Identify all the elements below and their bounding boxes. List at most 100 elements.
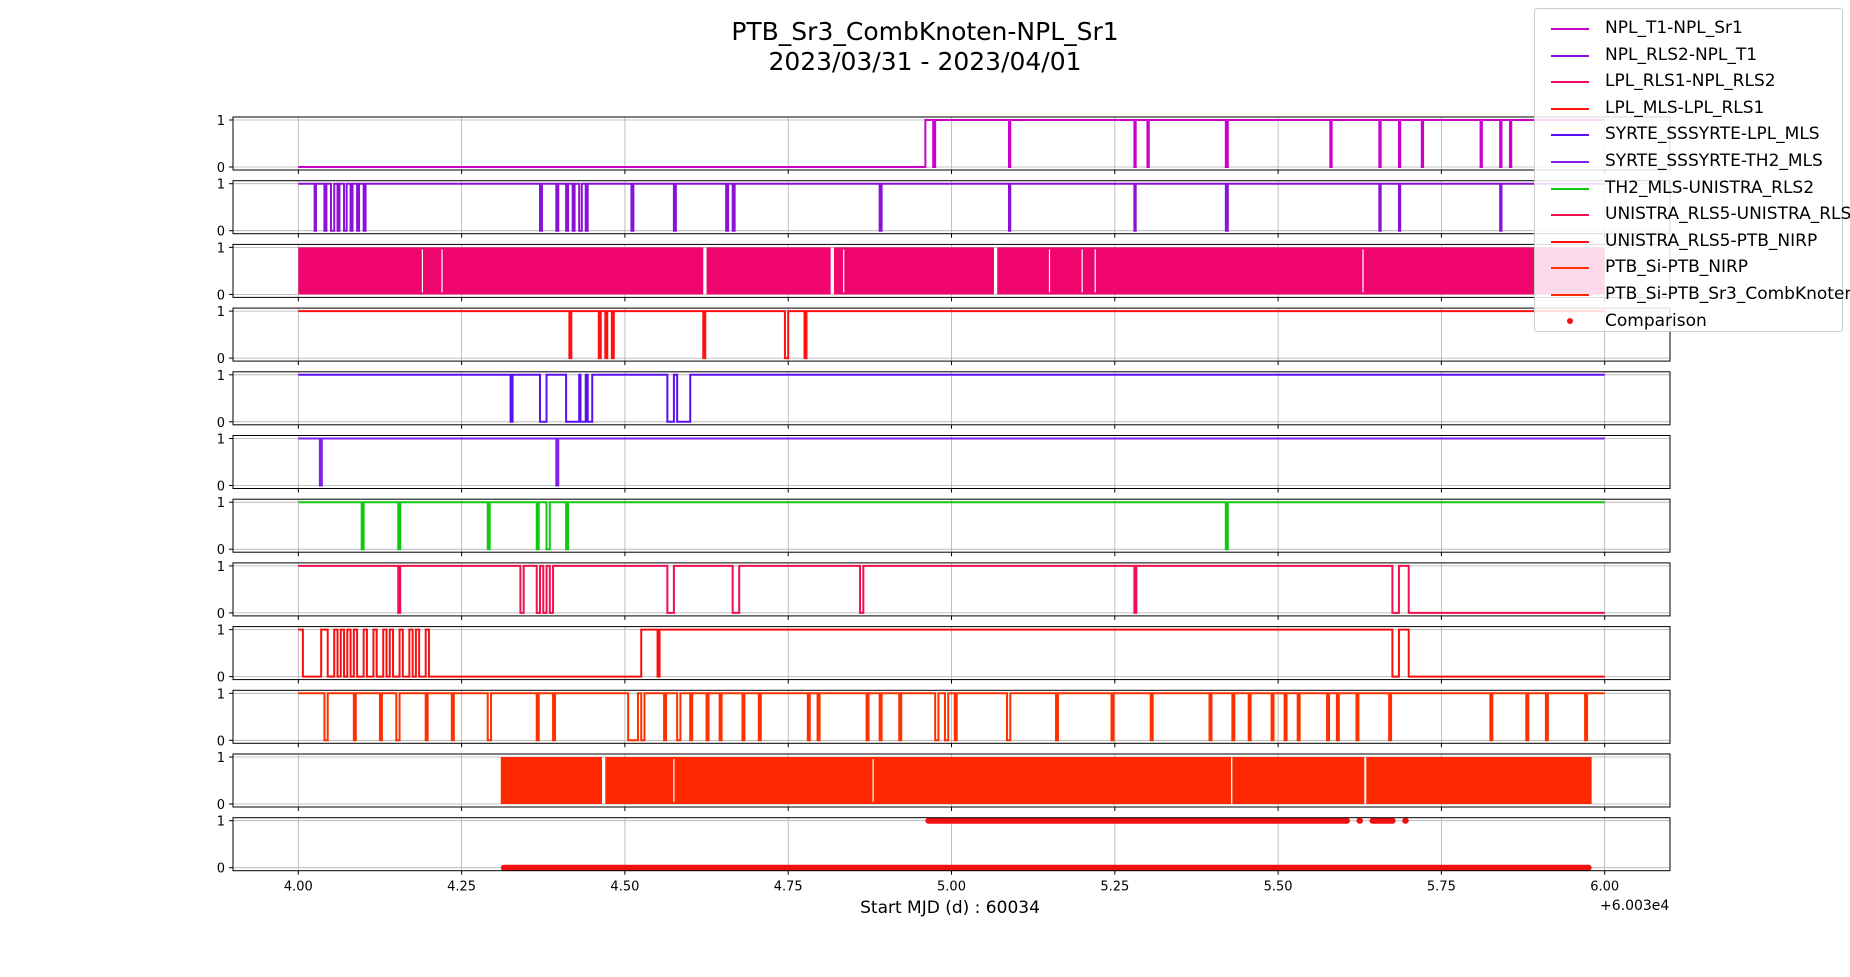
legend-swatch xyxy=(1551,267,1589,270)
y-tick-label: 0 xyxy=(217,161,225,176)
x-tick-label: 6.00 xyxy=(1590,880,1619,895)
series-line xyxy=(298,373,1605,423)
legend-label: SYRTE_SSSYRTE-TH2_MLS xyxy=(1605,151,1823,171)
legend-label: TH2_MLS-UNISTRA_RLS2 xyxy=(1605,177,1815,198)
legend-item: Comparison xyxy=(1535,310,1842,334)
legend-item: SYRTE_SSSYRTE-LPL_MLS xyxy=(1535,123,1842,147)
series-band xyxy=(298,247,704,295)
series-line xyxy=(298,182,1605,232)
legend-item: SYRTE_SSSYRTE-TH2_MLS xyxy=(1535,150,1842,174)
y-tick-label: 1 xyxy=(217,178,225,193)
subplot-8: 01 xyxy=(217,624,1671,686)
legend-swatch xyxy=(1551,240,1589,243)
legend-label: UNISTRA_RLS5-UNISTRA_RLS2 xyxy=(1605,204,1850,225)
legend-label: Comparison xyxy=(1605,310,1707,331)
legend-label: NPL_RLS2-NPL_T1 xyxy=(1605,44,1758,65)
legend-item: LPL_MLS-LPL_RLS1 xyxy=(1535,97,1842,121)
series-line xyxy=(298,310,1605,360)
chart-title-line1: PTB_Sr3_CombKnoten-NPL_Sr1 xyxy=(731,17,1119,46)
chart-title-line2: 2023/03/31 - 2023/04/01 xyxy=(768,47,1082,76)
series-line xyxy=(298,564,1605,614)
legend-item: LPL_RLS1-NPL_RLS2 xyxy=(1535,70,1842,94)
y-tick-label: 1 xyxy=(217,433,225,448)
y-tick-label: 0 xyxy=(217,288,225,303)
legend-swatch xyxy=(1551,294,1589,296)
legend-swatch xyxy=(1551,54,1589,57)
comparison-dots-1 xyxy=(1402,817,1409,824)
y-tick-label: 1 xyxy=(217,369,225,384)
x-tick-label: 4.00 xyxy=(284,880,313,895)
x-tick-label: 4.50 xyxy=(610,880,639,895)
y-tick-label: 0 xyxy=(217,480,225,495)
subplot-0: 01 xyxy=(217,114,1671,176)
subplot-9: 01 xyxy=(217,687,1671,749)
y-tick-label: 1 xyxy=(217,687,225,702)
subplot-5: 01 xyxy=(217,433,1671,495)
y-tick-label: 0 xyxy=(217,225,225,240)
y-tick-label: 1 xyxy=(217,241,225,256)
y-tick-label: 0 xyxy=(217,734,225,749)
comparison-dots-0 xyxy=(500,864,1592,871)
x-tick-label: 5.00 xyxy=(937,880,966,895)
subplot-1: 01 xyxy=(217,178,1671,240)
y-tick-label: 1 xyxy=(217,496,225,511)
comparison-dots-1 xyxy=(925,817,1350,824)
series-band xyxy=(1366,757,1592,804)
y-tick-label: 0 xyxy=(217,416,225,431)
x-tick-label: 5.50 xyxy=(1264,880,1293,895)
legend-swatch xyxy=(1551,28,1589,30)
legend-swatch xyxy=(1551,214,1589,217)
series-band xyxy=(1232,757,1365,804)
y-tick-label: 1 xyxy=(217,560,225,575)
subplot-3: 01 xyxy=(217,305,1671,367)
series-line xyxy=(298,437,1605,487)
y-tick-label: 1 xyxy=(217,751,225,766)
legend-label: SYRTE_SSSYRTE-LPL_MLS xyxy=(1605,124,1820,145)
subplot-2: 01 xyxy=(217,241,1671,303)
y-tick-label: 1 xyxy=(217,114,225,129)
x-axis-label: Start MJD (d) : 60034 xyxy=(860,898,1040,918)
legend-label: LPL_RLS1-NPL_RLS2 xyxy=(1605,71,1776,92)
legend-label: UNISTRA_RLS5-PTB_NIRP xyxy=(1605,230,1818,251)
subplot-10: 01 xyxy=(217,751,1671,813)
legend-swatch xyxy=(1551,161,1589,163)
y-tick-label: 0 xyxy=(217,352,225,367)
legend-label: PTB_Si-PTB_NIRP xyxy=(1605,257,1749,278)
series-band xyxy=(605,757,1232,804)
legend-swatch xyxy=(1551,187,1589,190)
legend-swatch xyxy=(1551,134,1589,137)
series-line xyxy=(298,501,1605,551)
series-line xyxy=(298,692,1605,742)
series-band xyxy=(997,247,1605,295)
comparison-dots-1 xyxy=(1356,817,1364,824)
x-tick-label: 4.25 xyxy=(447,880,476,895)
legend-item: TH2_MLS-UNISTRA_RLS2 xyxy=(1535,177,1842,201)
legend-item: UNISTRA_RLS5-PTB_NIRP xyxy=(1535,230,1842,254)
y-tick-label: 0 xyxy=(217,543,225,558)
legend-item: NPL_RLS2-NPL_T1 xyxy=(1535,44,1842,68)
y-tick-label: 1 xyxy=(217,815,225,830)
series-band xyxy=(500,757,603,804)
y-tick-label: 0 xyxy=(217,607,225,622)
x-tick-label: 4.75 xyxy=(774,880,803,895)
legend-swatch xyxy=(1567,317,1573,324)
series-line xyxy=(298,628,1605,678)
series-band xyxy=(706,247,831,295)
legend-item: UNISTRA_RLS5-UNISTRA_RLS2 xyxy=(1535,203,1850,227)
series-line xyxy=(298,119,1605,168)
y-tick-label: 0 xyxy=(217,798,225,813)
legend-label: NPL_T1-NPL_Sr1 xyxy=(1605,18,1743,38)
y-tick-label: 1 xyxy=(217,624,225,639)
subplot-11: 01 xyxy=(217,815,1671,877)
x-tick-label: 5.75 xyxy=(1427,880,1456,895)
comparison-dots-1 xyxy=(1369,817,1396,824)
legend-swatch xyxy=(1551,81,1589,84)
y-tick-label: 0 xyxy=(217,862,225,877)
x-tick-label: 5.25 xyxy=(1100,880,1129,895)
legend-swatch xyxy=(1551,107,1589,110)
x-axis-offset: +6.003e4 xyxy=(1600,898,1670,914)
legend: NPL_T1-NPL_Sr1 NPL_RLS2-NPL_T1 LPL_RLS1-NP… xyxy=(1534,8,1850,334)
subplot-4: 01 xyxy=(217,369,1671,431)
legend-label: PTB_Si-PTB_Sr3_CombKnoten xyxy=(1605,284,1850,304)
